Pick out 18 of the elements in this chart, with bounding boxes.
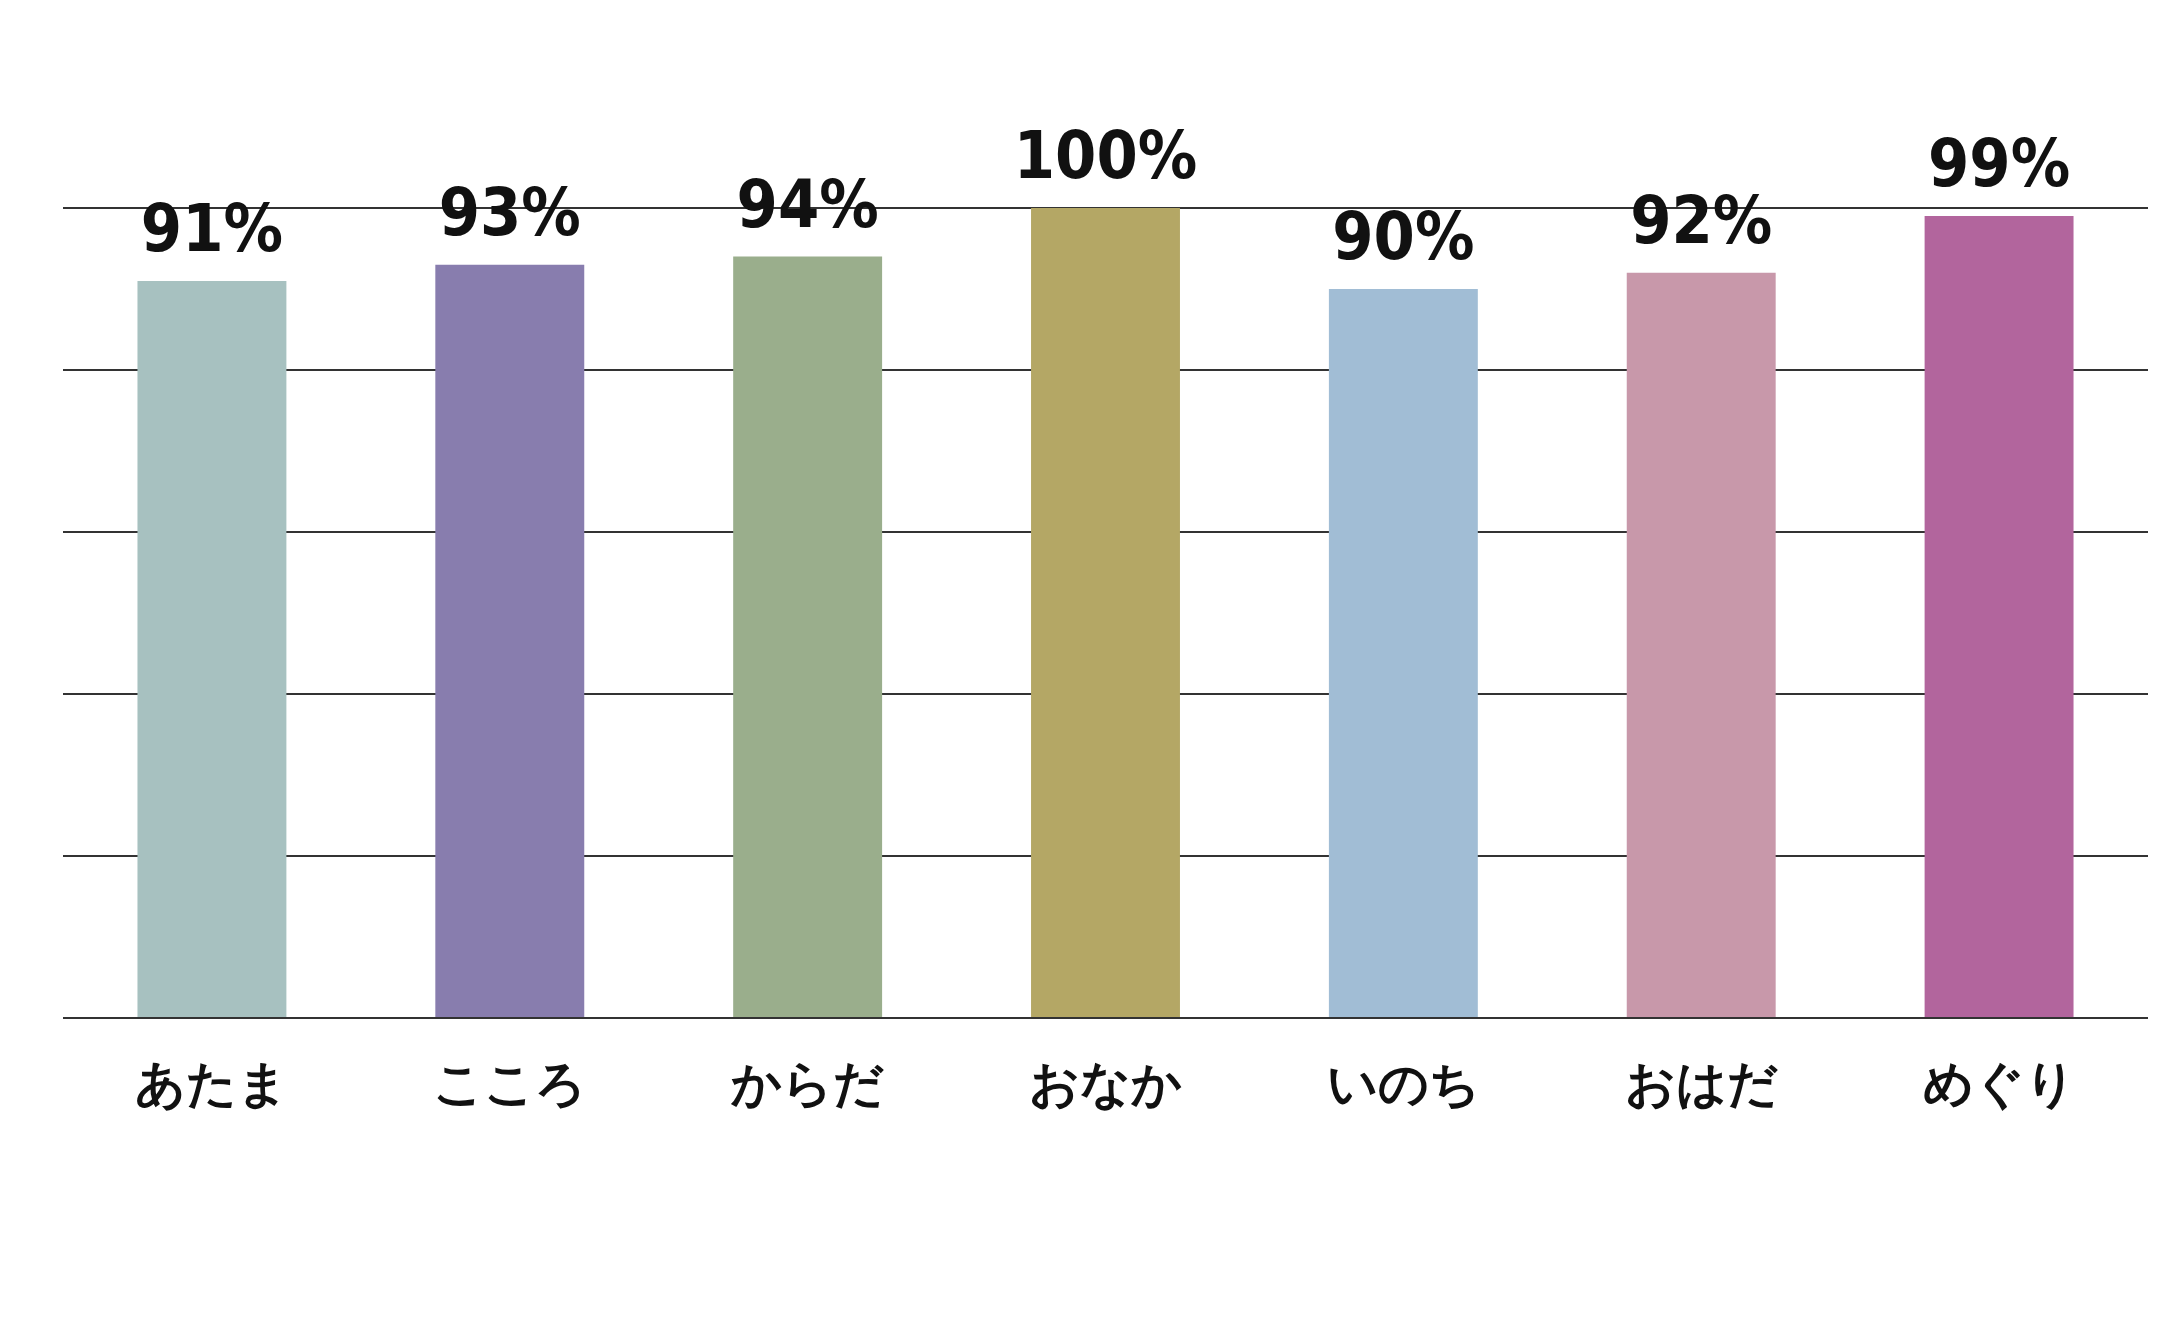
x-tick-label: からだ <box>730 1054 885 1113</box>
x-tick-label: こころ <box>433 1054 587 1113</box>
x-tick-label: いのち <box>1326 1054 1480 1113</box>
data-label: 91% <box>140 190 283 268</box>
bar <box>1031 208 1180 1017</box>
bar <box>1626 272 1776 1017</box>
data-label: 99% <box>1928 125 2071 203</box>
data-label: 100% <box>1013 117 1198 195</box>
x-tick-label: おなか <box>1029 1054 1182 1113</box>
bar <box>1924 216 2074 1017</box>
bar <box>733 256 883 1017</box>
x-tick-label: めぐり <box>1922 1054 2076 1113</box>
bar <box>435 264 585 1017</box>
x-tick-label: あたま <box>135 1054 289 1113</box>
x-tick-label: おはだ <box>1624 1054 1778 1113</box>
bar <box>137 280 287 1017</box>
data-label: 90% <box>1332 198 1475 276</box>
bar <box>1328 289 1478 1017</box>
